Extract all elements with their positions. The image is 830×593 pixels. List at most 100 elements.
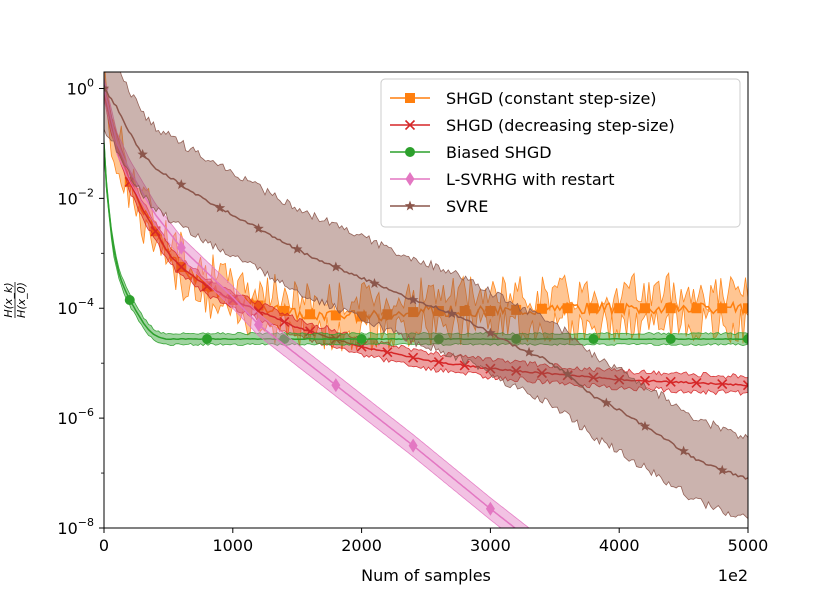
series-2-marker-6 [253,305,264,317]
series-1-marker-21 [639,303,650,314]
y-tick-label-5: 10−8 [57,516,94,538]
legend-box [380,78,741,228]
series-3-marker-2 [202,334,213,345]
series-5-marker-2 [137,148,148,159]
y-axis-label-denominator: H(x_0) [15,282,28,318]
series-1-marker-7 [279,305,290,316]
series-5-marker-15 [639,420,651,431]
series-1-marker-14 [459,305,470,316]
series-4-band [104,77,530,528]
legend-label-2: SHGD (decreasing step-size) [446,116,675,135]
series-1-marker-9 [330,310,341,321]
x-tick-label-1: 0 [99,536,109,555]
legend-label-1: SHGD (constant step-size) [446,89,657,108]
legend-marker-2 [404,119,416,131]
x-offset-text: 1e2 [718,566,748,585]
series-1-marker-13 [433,305,444,316]
series-1-marker-10 [356,311,367,322]
legend-marker-5 [404,200,416,211]
series-2-line [104,87,748,387]
series-1-marker-19 [588,303,599,314]
y-tick-label-4: 10−6 [57,406,94,428]
series-4-marker-3 [254,317,264,332]
legend-label-4: L-SVRHG with restart [446,170,615,189]
series-1-marker-25 [743,303,748,314]
series-3-marker-9 [743,334,748,345]
series-5-marker-3 [176,179,187,190]
series-1-marker-16 [511,304,522,315]
y-axis-ticks: 100 10−2 10−4 10−6 10−8 [57,76,104,538]
series-2-marker-2 [150,226,161,237]
series-4-line [104,88,517,528]
series-2-marker-23 [691,377,702,389]
series-2-marker-5 [227,294,238,306]
legend-entry-4: L-SVRHG with restart [390,170,615,189]
x-tick-label-5: 4000 [599,536,640,555]
y-axis-label-numerator: H(x_k) [2,282,15,317]
legend-label-5: SVRE [446,197,488,216]
series-1-marker-17 [536,303,547,314]
series-1-marker-8 [305,309,316,320]
series-5-marker-12 [523,346,535,357]
series-5-marker-9 [407,294,419,305]
series-4-marker-6 [485,501,495,516]
series-2-marker-21 [639,375,651,386]
series-2-marker-25 [742,380,748,391]
series-2-marker-11 [382,347,393,358]
series-2-marker-10 [356,341,367,352]
series-5-marker-17 [717,464,728,475]
legend-marker-3 [405,147,415,157]
series-5-marker-5 [253,223,264,234]
series-5-marker-16 [678,445,689,456]
series-4-marker-2 [176,240,186,255]
series-4-marker-4 [331,378,341,393]
series-3-band [104,138,748,347]
y-tick-label-3: 10−4 [57,296,94,318]
x-tick-label-2: 1000 [212,536,253,555]
y-tick-label-1: 100 [67,76,94,98]
series-1-marker-12 [408,307,419,318]
series-1-marker-20 [614,303,625,314]
legend-entry-1: SHGD (constant step-size) [390,89,657,108]
plot-frame [103,71,749,529]
series-5-marker-1 [104,82,110,93]
series-1-marker-24 [717,303,728,314]
series-5-marker-8 [369,278,380,288]
series-5-marker-6 [291,243,303,254]
series-4 [104,77,530,528]
series-5-line [104,87,748,480]
series-3 [104,138,748,347]
series-2-marker-7 [279,316,290,328]
series-1-marker-23 [691,303,702,314]
series-2-marker-4 [201,281,213,292]
series-3-marker-6 [511,334,522,345]
legend-marker-4 [405,172,415,186]
legend-label-3: Biased SHGD [446,143,552,162]
series-1-marker-22 [665,303,676,314]
y-tick-label-2: 10−2 [57,186,94,208]
series-3-marker-5 [433,334,444,345]
series-3-marker-7 [588,334,599,345]
series-4-marker-5 [408,438,418,453]
series-2-marker-17 [536,368,547,379]
series-3-marker-8 [665,334,676,345]
series-1-marker-11 [382,309,393,320]
legend: SHGD (constant step-size) SHGD (decreasin… [380,78,741,228]
x-tick-label-6: 5000 [728,536,769,555]
series-layer [104,72,748,528]
y-axis-label: H(x_k) H(x_0) [2,282,28,318]
series-2-marker-20 [614,374,625,385]
series-5-marker-7 [330,261,342,272]
series-1-marker-15 [485,305,496,316]
x-tick-label-3: 2000 [341,536,382,555]
series-2-marker-12 [408,352,419,363]
series-3-marker-3 [279,334,290,345]
x-axis-ticks: 0 1000 2000 3000 4000 5000 [99,528,768,555]
series-2-marker-24 [717,378,728,390]
series-5-marker-13 [562,368,573,379]
series-5-marker-11 [485,327,496,338]
series-2-marker-15 [485,363,496,374]
legend-entry-5: SVRE [390,197,488,216]
series-3-marker-1 [124,295,135,305]
